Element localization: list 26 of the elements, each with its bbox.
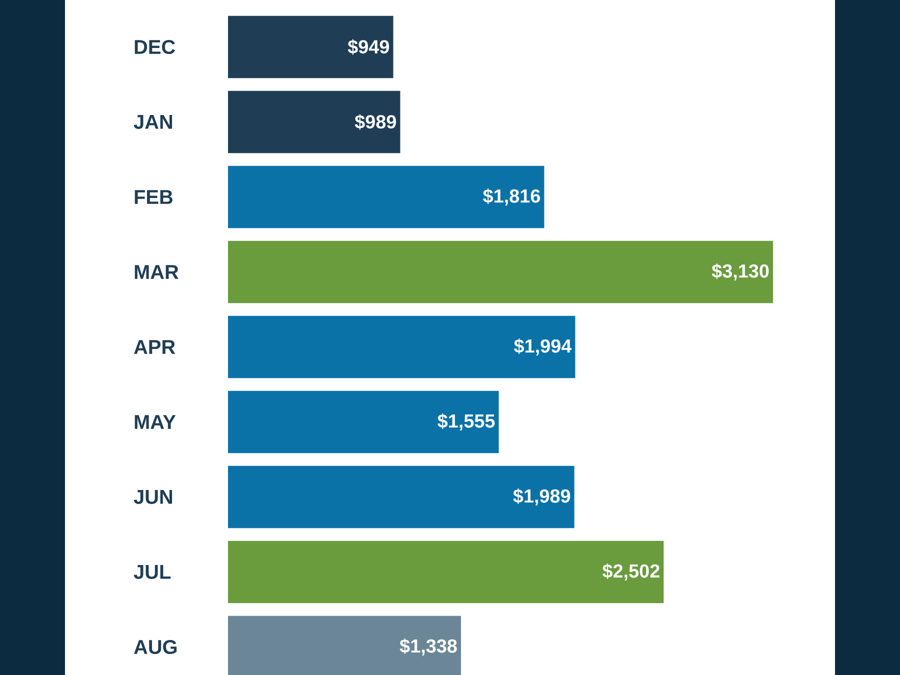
- data-label: $1,816: [483, 188, 540, 206]
- data-label: $1,989: [513, 488, 570, 506]
- data-label: $989: [354, 114, 396, 130]
- y-tick-label: MAY: [134, 415, 176, 429]
- y-tick-label: APR: [134, 340, 176, 354]
- y-tick-label: JUN: [134, 490, 172, 504]
- bar: [228, 90, 400, 154]
- bar: [228, 16, 394, 78]
- bar: [228, 466, 574, 528]
- y-tick-label: FEB: [134, 190, 172, 204]
- data-label: $3,130: [712, 264, 769, 280]
- y-tick-label: JAN: [134, 115, 172, 129]
- y-tick-label: AUG: [134, 640, 177, 654]
- bar: [228, 240, 774, 304]
- data-label: $2,502: [602, 564, 660, 580]
- data-label: $1,555: [438, 414, 495, 430]
- data-label: $1,338: [400, 638, 457, 656]
- bar: [228, 390, 499, 454]
- bar: [228, 166, 544, 228]
- y-tick-label: MAR: [134, 265, 178, 279]
- y-tick-label: DEC: [134, 40, 176, 54]
- y-tick-label: JUL: [134, 565, 171, 579]
- data-label: $1,994: [514, 338, 572, 356]
- bar: [228, 540, 664, 604]
- data-label: $949: [348, 39, 390, 55]
- bar: [228, 316, 576, 378]
